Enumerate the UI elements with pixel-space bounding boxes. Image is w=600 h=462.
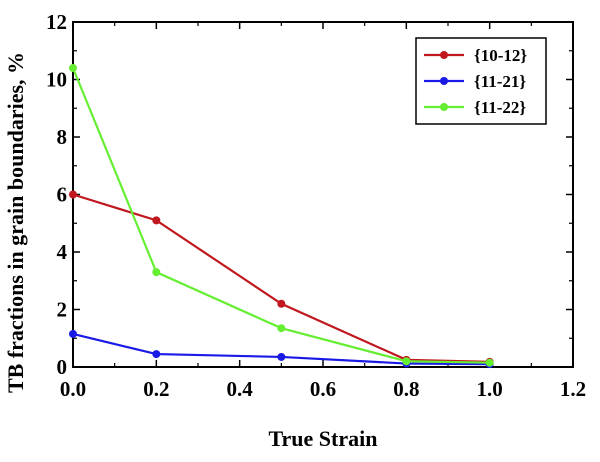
y-tick-label: 2 bbox=[57, 298, 68, 322]
x-tick-label: 0.2 bbox=[143, 377, 169, 401]
legend-label: {10-12} bbox=[474, 46, 527, 65]
data-point bbox=[69, 64, 77, 72]
legend-marker bbox=[440, 77, 448, 85]
data-point bbox=[152, 350, 161, 359]
data-point bbox=[152, 216, 161, 225]
legend-marker bbox=[440, 103, 448, 111]
data-point bbox=[69, 329, 77, 338]
y-tick-label: 0 bbox=[57, 355, 68, 379]
x-axis-ticks: 0.0 0.2 0.4 0.6 0.8 1.0 1.2 bbox=[60, 377, 586, 401]
data-point bbox=[152, 268, 161, 277]
y-tick-label: 6 bbox=[57, 183, 68, 207]
data-point bbox=[69, 190, 77, 199]
y-tick-label: 4 bbox=[57, 240, 68, 264]
x-tick-label: 0.8 bbox=[393, 377, 419, 401]
data-point bbox=[277, 299, 286, 308]
legend-label: {11-21} bbox=[474, 72, 526, 91]
y-axis-ticks: 0 2 4 6 8 10 12 bbox=[46, 10, 68, 379]
data-point bbox=[277, 324, 286, 333]
x-tick-label: 0.6 bbox=[310, 377, 336, 401]
series-layer bbox=[69, 64, 494, 369]
data-point bbox=[402, 357, 411, 366]
x-axis-title: True Strain bbox=[269, 426, 378, 451]
y-tick-label: 10 bbox=[46, 68, 67, 92]
data-point bbox=[277, 352, 286, 361]
x-tick-label: 0.4 bbox=[227, 377, 254, 401]
series-2 bbox=[69, 64, 494, 367]
x-tick-label: 1.0 bbox=[477, 377, 503, 401]
y-axis-title: TB fractions in grain boundaries, % bbox=[3, 52, 28, 393]
x-tick-label: 0.0 bbox=[60, 377, 86, 401]
x-tick-label: 1.2 bbox=[560, 377, 586, 401]
legend-marker bbox=[440, 51, 448, 59]
data-point bbox=[485, 358, 494, 367]
legend: {10-12} {11-21} {11-22} bbox=[415, 37, 547, 125]
legend-label: {11-22} bbox=[474, 98, 526, 117]
y-tick-label: 8 bbox=[57, 125, 68, 149]
y-tick-label: 12 bbox=[46, 10, 67, 34]
